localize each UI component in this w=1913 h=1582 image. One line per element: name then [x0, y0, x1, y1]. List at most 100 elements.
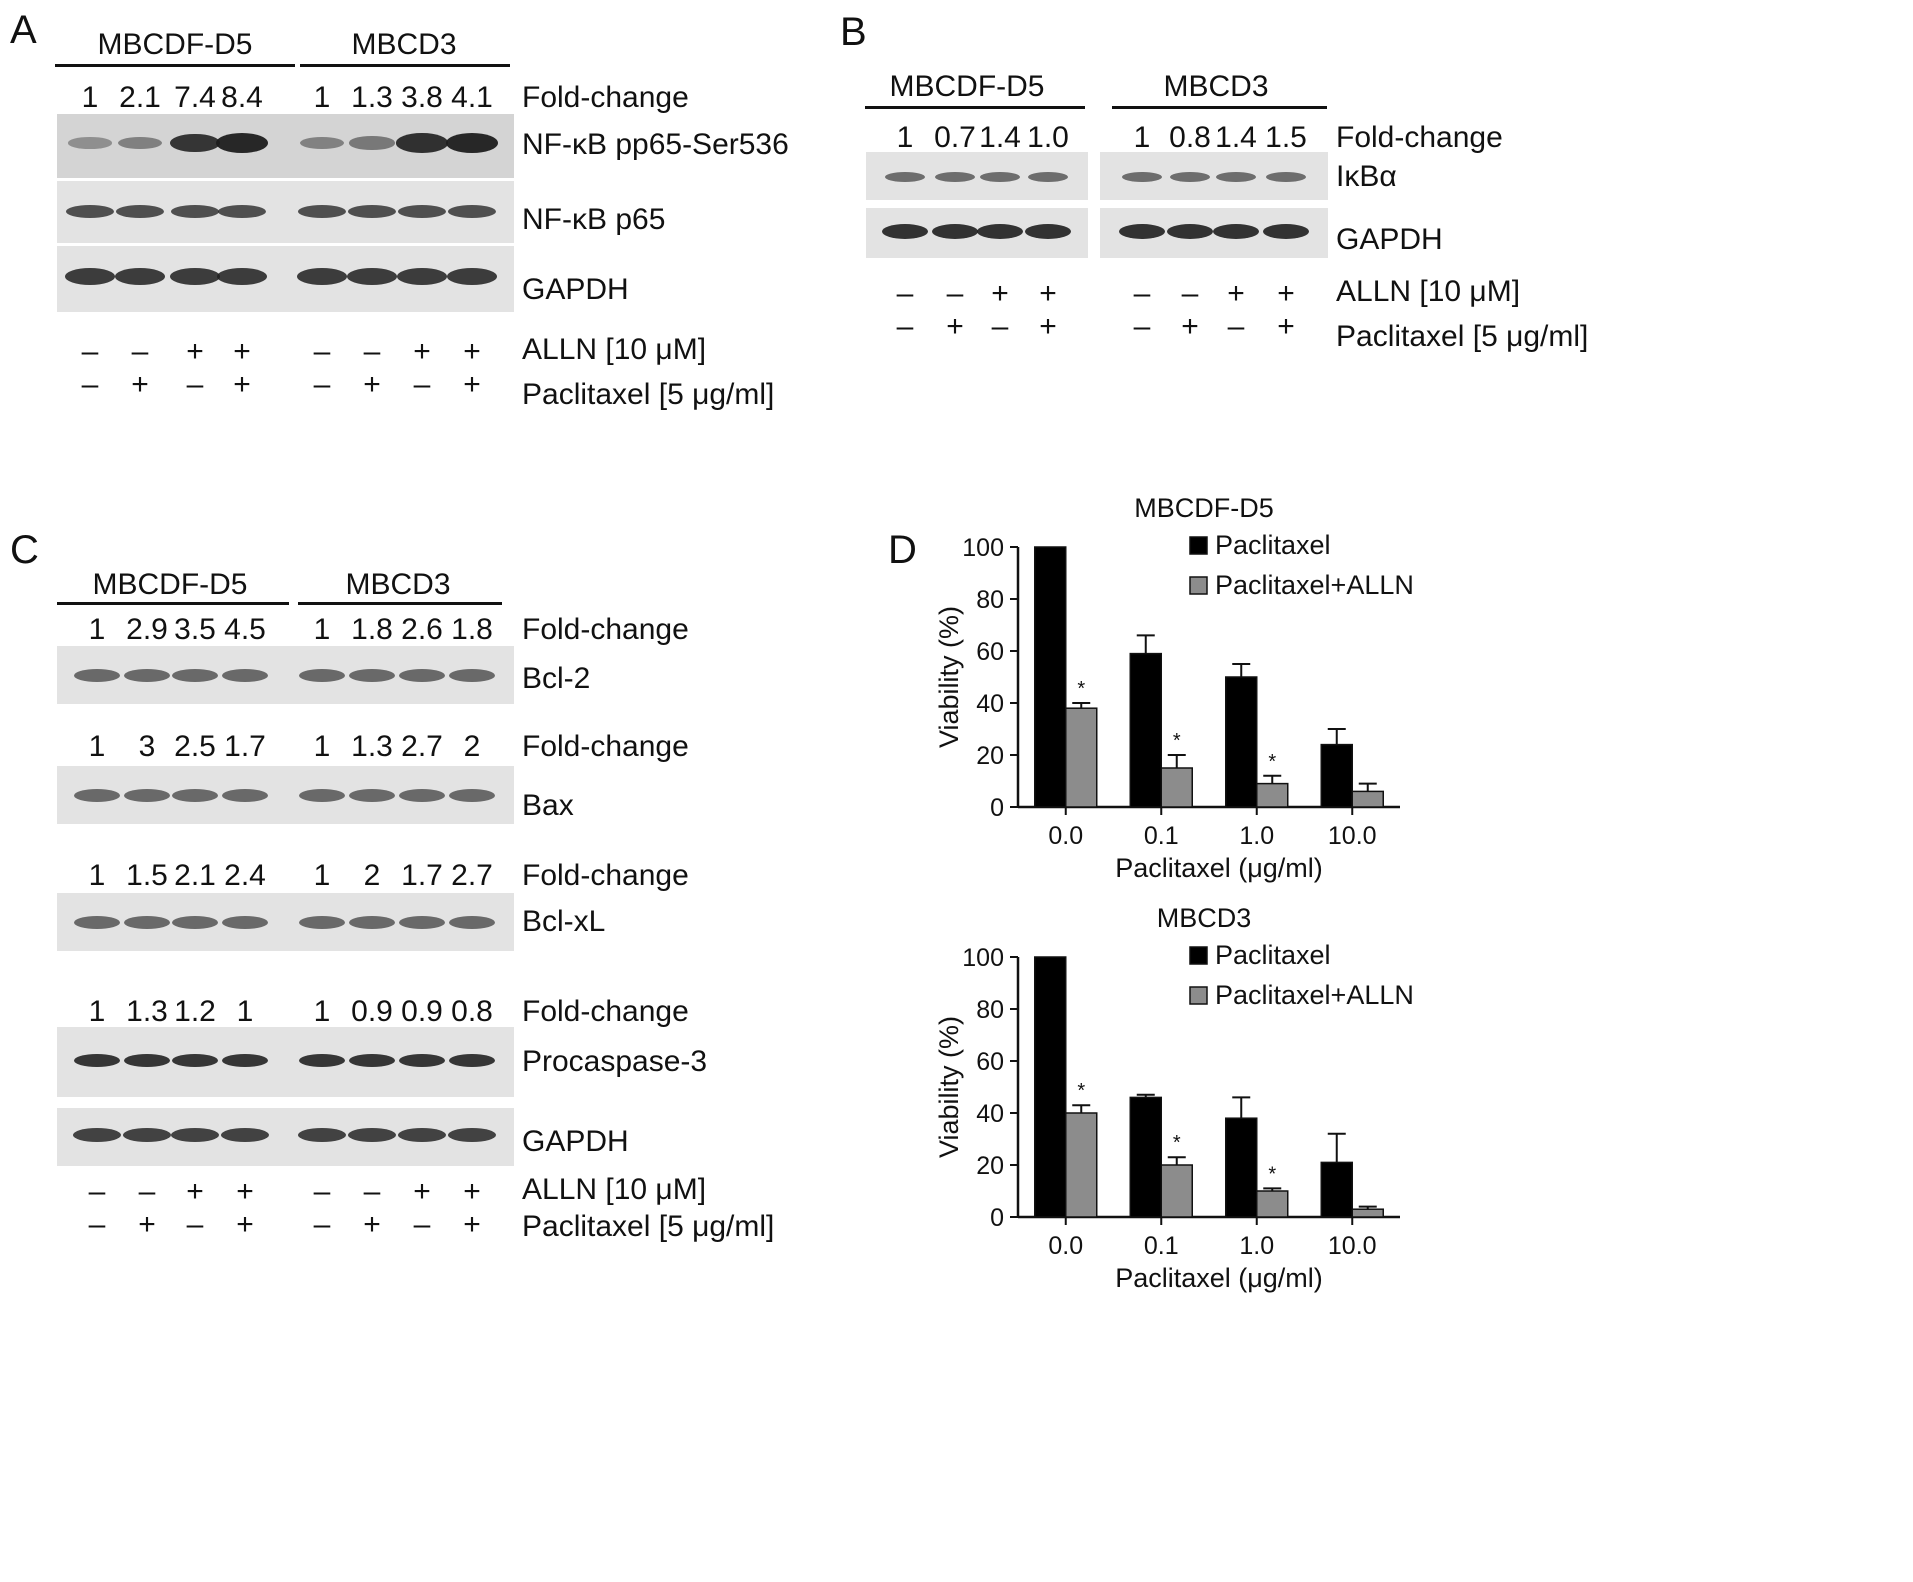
fold-change-value: 2.9: [126, 613, 168, 646]
legend-swatch: [1189, 576, 1208, 595]
fold-change-value: 2.6: [401, 613, 443, 646]
treatment-sign: +: [991, 277, 1009, 310]
bar-paclitaxel-allin: [1160, 767, 1193, 808]
significance-marker: *: [1173, 1132, 1181, 1154]
protein-band: [349, 668, 395, 682]
fold-change-value: 1.8: [351, 613, 393, 646]
legend-label: Paclitaxel: [1215, 940, 1331, 970]
treatment-sign: –: [896, 310, 914, 343]
protein-band: [977, 223, 1023, 239]
protein-band: [172, 1053, 218, 1067]
fold-change-value: 1.8: [451, 613, 493, 646]
protein-band: [74, 1053, 120, 1067]
protein-band: [116, 204, 164, 218]
treatment-sign: –: [313, 1175, 331, 1208]
fold-change-value: 1.5: [1265, 121, 1307, 154]
group-underline: [57, 602, 289, 605]
protein-band: [172, 788, 218, 802]
protein-band: [1266, 172, 1306, 182]
protein-band: [299, 136, 345, 150]
treatment-label-paclitaxel: Paclitaxel [5 μg/ml]: [1336, 320, 1589, 353]
fold-change-value: 1.0: [1027, 121, 1069, 154]
protein-band: [172, 915, 218, 929]
treatment-sign: –: [81, 335, 99, 368]
protein-band: [1119, 223, 1165, 239]
treatment-label-alln: ALLN [10 μM]: [1336, 275, 1521, 308]
fold-change-value: 1: [88, 730, 106, 763]
fold-change-value: 2.7: [451, 859, 493, 892]
protein-band: [299, 915, 345, 929]
treatment-sign: –: [946, 277, 964, 310]
protein-band: [446, 133, 498, 153]
treatment-sign: +: [946, 310, 964, 343]
group-underline: [298, 602, 502, 605]
bar-paclitaxel: [1034, 956, 1067, 1218]
protein-band: [1170, 172, 1210, 182]
fold-change-value: 1: [313, 613, 331, 646]
y-tick-label: 40: [976, 690, 1004, 718]
blot-label-gapdh: GAPDH: [1336, 223, 1443, 256]
treatment-sign: –: [81, 368, 99, 401]
bar-paclitaxel-allin: [1351, 1208, 1384, 1218]
legend-label: Paclitaxel: [1215, 530, 1331, 560]
treatment-sign: –: [991, 310, 1009, 343]
protein-band: [1028, 172, 1068, 182]
protein-band: [449, 668, 495, 682]
fold-change-value: 2.1: [119, 81, 161, 114]
fold-change-value: 1: [88, 613, 106, 646]
treatment-sign: +: [363, 1208, 381, 1241]
x-tick-label: 1.0: [1239, 1232, 1274, 1260]
protein-band: [349, 1053, 395, 1067]
x-tick-label: 0.0: [1048, 1232, 1083, 1260]
treatment-sign: –: [313, 368, 331, 401]
group-underline: [1112, 106, 1327, 109]
y-axis-label: Viability (%): [934, 1016, 964, 1158]
protein-band: [222, 1053, 268, 1067]
treatment-sign: –: [186, 1208, 204, 1241]
fold-change-value: 1: [88, 995, 106, 1028]
bar-paclitaxel-allin: [1160, 1164, 1193, 1218]
protein-band: [299, 668, 345, 682]
protein-band: [222, 668, 268, 682]
protein-band: [216, 133, 268, 153]
treatment-sign: –: [186, 368, 204, 401]
fold-change-value: 2.1: [174, 859, 216, 892]
protein-band: [297, 267, 347, 285]
treatment-sign: +: [131, 368, 149, 401]
protein-band: [935, 172, 975, 182]
protein-band: [349, 915, 395, 929]
protein-band: [448, 204, 496, 218]
x-tick-label: 0.0: [1048, 822, 1083, 850]
fold-change-value: 3.5: [174, 613, 216, 646]
x-tick-label: 10.0: [1328, 1232, 1377, 1260]
treatment-sign: +: [1277, 277, 1295, 310]
protein-band: [885, 172, 925, 182]
protein-band: [74, 788, 120, 802]
fold-change-value: 2: [463, 730, 481, 763]
protein-band: [348, 1128, 396, 1142]
blot-label: Procaspase-3: [522, 1045, 708, 1078]
fold-change-value: 1: [1133, 121, 1151, 154]
protein-band: [74, 915, 120, 929]
protein-band: [170, 267, 220, 285]
protein-band: [169, 133, 221, 153]
fold-change-label: Fold-change: [522, 995, 689, 1028]
protein-band: [123, 1128, 171, 1142]
fold-change-label: Fold-change: [522, 613, 689, 646]
treatment-sign: +: [1181, 310, 1199, 343]
protein-band: [221, 1128, 269, 1142]
y-tick-label: 40: [976, 1100, 1004, 1128]
y-tick-label: 100: [962, 534, 1004, 562]
blot-label-gapdh: GAPDH: [522, 273, 629, 306]
treatment-sign: –: [1133, 277, 1151, 310]
protein-band: [396, 133, 448, 153]
protein-band: [1216, 172, 1256, 182]
group-label-mbcdf-d5: MBCDF-D5: [92, 568, 248, 601]
y-tick-label: 60: [976, 638, 1004, 666]
fold-change-value: 0.9: [351, 995, 393, 1028]
treatment-sign: –: [363, 335, 381, 368]
group-label-mbcdf-d5: MBCDF-D5: [889, 70, 1045, 103]
protein-band: [171, 204, 219, 218]
treatment-sign: +: [413, 335, 431, 368]
protein-band: [217, 267, 267, 285]
